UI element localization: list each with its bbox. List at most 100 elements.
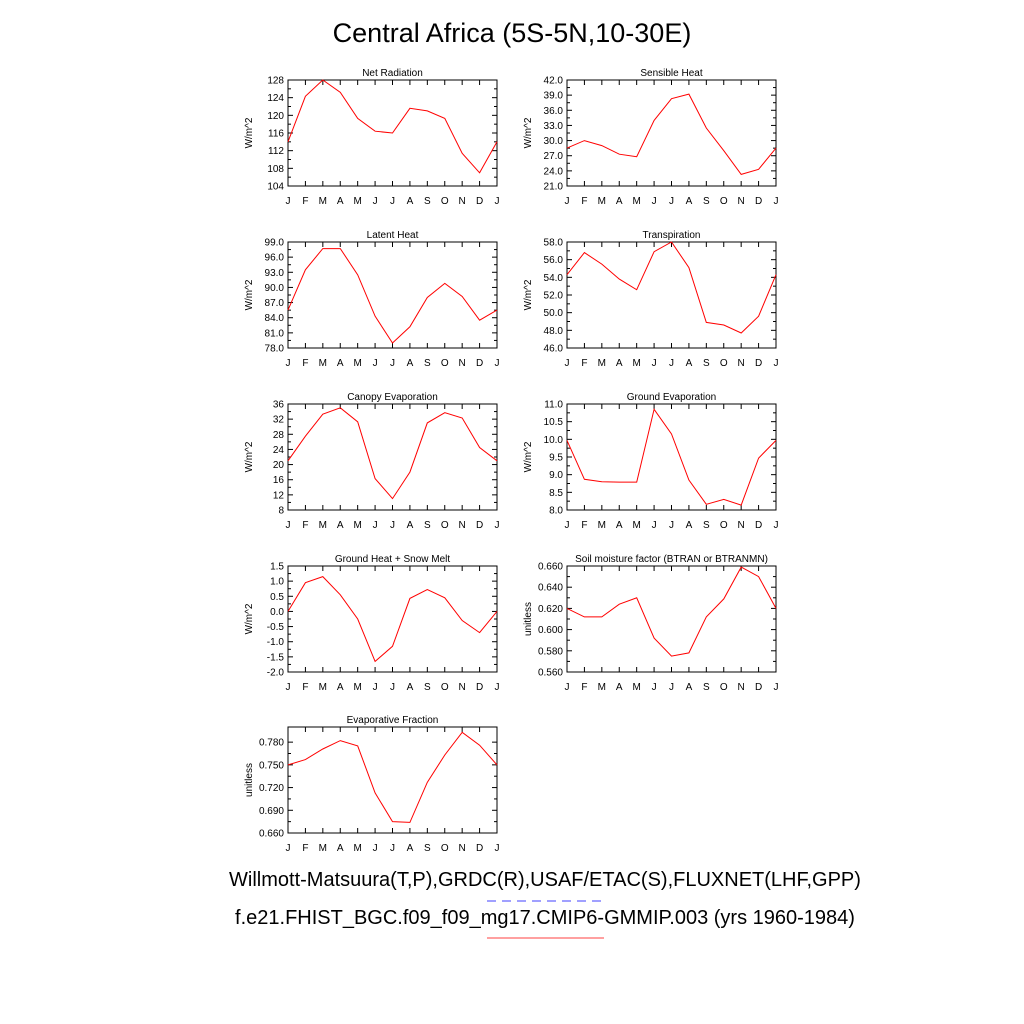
y-axis-label: W/m^2 bbox=[244, 117, 255, 148]
x-tick-label: A bbox=[337, 358, 344, 369]
y-tick-label: 8 bbox=[278, 506, 284, 517]
y-axis-label: W/m^2 bbox=[244, 603, 255, 634]
x-tick-label: A bbox=[407, 520, 414, 531]
y-tick-label: 0.720 bbox=[259, 783, 284, 794]
x-tick-label: N bbox=[459, 358, 466, 369]
plot-frame bbox=[287, 241, 498, 349]
x-tick-label: S bbox=[703, 358, 710, 369]
x-tick-label: S bbox=[703, 682, 710, 693]
x-tick-label: S bbox=[424, 196, 431, 207]
x-tick-label: O bbox=[441, 520, 449, 531]
x-tick-label: F bbox=[302, 682, 308, 693]
y-tick-label: 0.0 bbox=[270, 607, 284, 618]
x-tick-label: M bbox=[598, 520, 606, 531]
y-tick-label: 96.0 bbox=[265, 253, 285, 264]
x-tick-label: F bbox=[581, 682, 587, 693]
x-tick-label: A bbox=[616, 682, 623, 693]
x-tick-label: A bbox=[686, 196, 693, 207]
x-tick-label: J bbox=[669, 358, 674, 369]
y-tick-label: 11.0 bbox=[544, 400, 563, 411]
y-tick-label: 0.750 bbox=[259, 760, 284, 771]
y-axis-label: W/m^2 bbox=[523, 117, 534, 148]
y-tick-label: 1.0 bbox=[270, 577, 284, 588]
x-tick-label: O bbox=[720, 196, 728, 207]
x-tick-label: N bbox=[459, 843, 466, 854]
y-tick-label: 21.0 bbox=[544, 182, 564, 193]
x-tick-label: N bbox=[738, 358, 745, 369]
y-axis-label: unitless bbox=[523, 602, 534, 636]
y-tick-label: 54.0 bbox=[544, 273, 564, 284]
y-tick-label: 87.0 bbox=[265, 298, 285, 309]
y-tick-label: 32 bbox=[273, 415, 285, 426]
y-tick-label: -1.0 bbox=[267, 637, 285, 648]
x-tick-label: O bbox=[720, 520, 728, 531]
footer-observations: Willmott-Matsuura(T,P),GRDC(R),USAF/ETAC… bbox=[229, 869, 861, 891]
plot-frame bbox=[566, 403, 777, 511]
series-line bbox=[566, 408, 777, 506]
x-tick-label: D bbox=[755, 196, 762, 207]
x-tick-label: J bbox=[774, 358, 779, 369]
x-tick-label: J bbox=[390, 520, 395, 531]
chart-panel-2: J F M A M J J A S O N D J21.024.027.030.033.036.039.… bbox=[523, 68, 779, 207]
x-tick-label: F bbox=[581, 520, 587, 531]
chart-panel-3: J F M A M J J A S O N D J78.081.084.087.090.093.096.… bbox=[244, 230, 500, 369]
x-tick-label: D bbox=[755, 520, 762, 531]
x-tick-label: A bbox=[686, 358, 693, 369]
y-tick-label: 28 bbox=[273, 430, 285, 441]
plot-frame bbox=[287, 403, 498, 511]
y-tick-label: 99.0 bbox=[265, 238, 285, 249]
y-tick-label: 124 bbox=[267, 93, 284, 104]
x-tick-label: J bbox=[390, 358, 395, 369]
y-tick-label: 8.0 bbox=[549, 506, 563, 517]
x-tick-label: N bbox=[459, 520, 466, 531]
x-tick-label: F bbox=[302, 843, 308, 854]
x-tick-label: J bbox=[286, 196, 291, 207]
x-tick-label: S bbox=[424, 520, 431, 531]
y-tick-label: 9.5 bbox=[549, 453, 563, 464]
x-tick-label: A bbox=[337, 520, 344, 531]
x-tick-label: J bbox=[774, 520, 779, 531]
y-tick-label: -0.5 bbox=[267, 622, 285, 633]
x-tick-label: M bbox=[353, 843, 361, 854]
x-tick-label: A bbox=[337, 682, 344, 693]
x-tick-label: A bbox=[407, 196, 414, 207]
y-tick-label: 0.620 bbox=[538, 604, 563, 615]
x-tick-label: M bbox=[319, 196, 327, 207]
y-tick-label: 0.560 bbox=[538, 668, 563, 679]
x-tick-label: M bbox=[319, 682, 327, 693]
x-tick-label: M bbox=[353, 196, 361, 207]
x-tick-label: M bbox=[598, 196, 606, 207]
x-tick-label: J bbox=[373, 520, 378, 531]
y-tick-label: 120 bbox=[267, 111, 284, 122]
y-tick-label: 24.0 bbox=[544, 166, 564, 177]
panel-title: Soil moisture factor (BTRAN or BTRANMN) bbox=[575, 554, 768, 565]
chart-panel-4: J F M A M J J A S O N D J46.048.050.052.054.056.058.… bbox=[523, 230, 779, 369]
y-tick-label: 0.600 bbox=[538, 625, 563, 636]
x-tick-label: J bbox=[565, 520, 570, 531]
x-tick-label: J bbox=[652, 196, 657, 207]
x-tick-label: M bbox=[632, 196, 640, 207]
x-tick-label: M bbox=[598, 682, 606, 693]
x-tick-label: M bbox=[632, 520, 640, 531]
x-tick-label: A bbox=[616, 358, 623, 369]
series-line bbox=[287, 407, 498, 500]
x-tick-label: J bbox=[669, 520, 674, 531]
y-tick-label: 50.0 bbox=[544, 308, 564, 319]
y-tick-label: 56.0 bbox=[544, 255, 564, 266]
y-tick-label: 36 bbox=[273, 400, 285, 411]
panel-title: Net Radiation bbox=[362, 68, 423, 79]
x-tick-label: N bbox=[738, 196, 745, 207]
series-line bbox=[566, 93, 777, 175]
x-tick-label: J bbox=[373, 843, 378, 854]
x-tick-label: D bbox=[476, 358, 483, 369]
series-line bbox=[566, 241, 777, 334]
x-tick-label: M bbox=[353, 358, 361, 369]
y-tick-label: 84.0 bbox=[265, 313, 285, 324]
y-tick-label: 0.660 bbox=[538, 562, 563, 573]
x-tick-label: D bbox=[476, 682, 483, 693]
y-tick-label: 30.0 bbox=[544, 136, 564, 147]
y-tick-label: 0.780 bbox=[259, 738, 284, 749]
x-tick-label: A bbox=[337, 196, 344, 207]
x-tick-label: J bbox=[495, 682, 500, 693]
